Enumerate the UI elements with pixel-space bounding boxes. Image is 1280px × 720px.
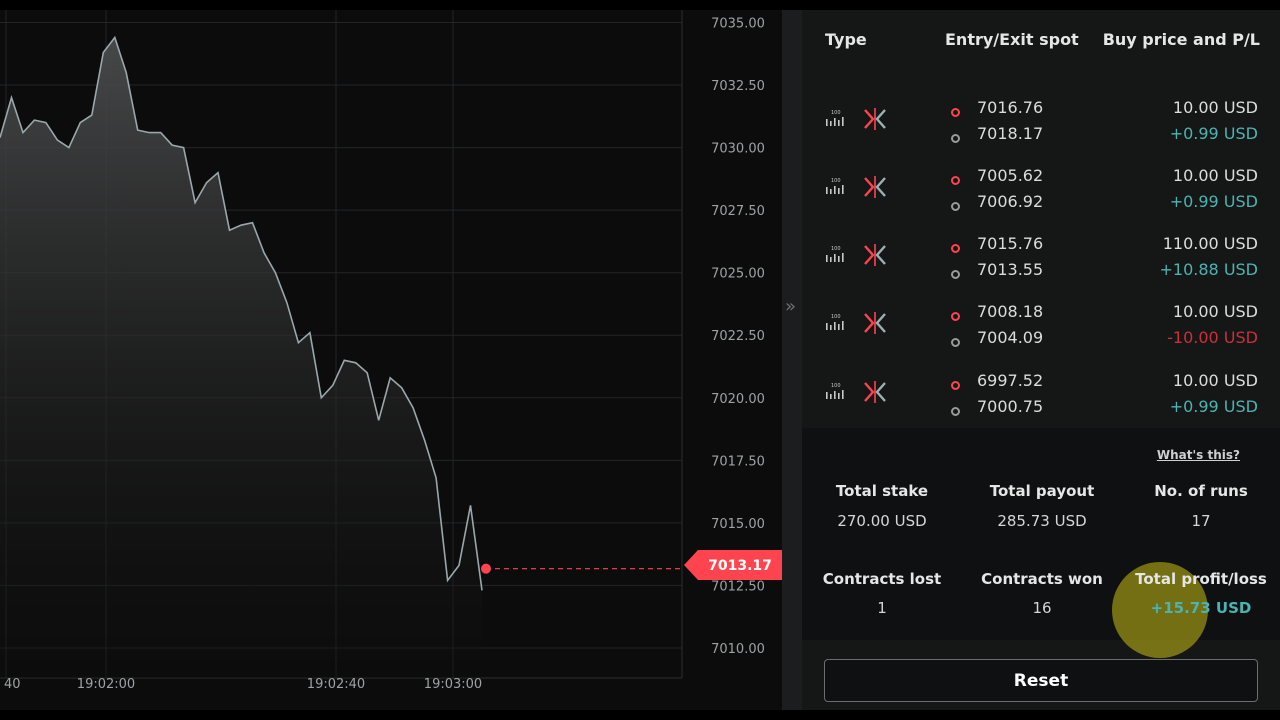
x-tick-label: 19:02:00 bbox=[77, 677, 135, 692]
price-chart[interactable]: 7035.00 7032.50 7030.00 7027.50 7025.00 7022.… bbox=[0, 10, 782, 710]
total-stake-value: 270.00 USD bbox=[837, 512, 927, 530]
multiplier-label: 100 bbox=[831, 178, 841, 184]
current-price-value: 7013.17 bbox=[708, 558, 772, 574]
entry-spot-value: 6997.52 bbox=[977, 371, 1044, 390]
runs-value: 17 bbox=[1191, 512, 1211, 530]
y-tick-label: 7032.50 bbox=[711, 79, 765, 94]
current-price-tag: 7013.17 bbox=[684, 550, 782, 580]
profit-loss-value: +10.88 USD bbox=[1159, 260, 1258, 279]
entry-spot-value: 7016.76 bbox=[977, 98, 1044, 117]
accumulator-icon bbox=[864, 244, 886, 266]
accumulator-icon bbox=[864, 108, 886, 130]
price-chart-area[interactable]: 7035.00 7032.50 7030.00 7027.50 7025.00 7022.… bbox=[0, 10, 782, 710]
header-type: Type bbox=[825, 30, 867, 49]
entry-spot-value: 7005.62 bbox=[977, 166, 1044, 185]
header-buy-pl: Buy price and P/L bbox=[1102, 30, 1260, 49]
total-pl-value: +15.73 USD bbox=[1150, 599, 1252, 617]
y-tick-label: 7010.00 bbox=[711, 642, 765, 657]
total-stake-label: Total stake bbox=[835, 482, 929, 500]
accumulator-icon bbox=[864, 381, 886, 403]
multiplier-type-icon: 100 bbox=[826, 178, 844, 194]
total-payout-label: Total payout bbox=[989, 482, 1095, 500]
profit-loss-value: +0.99 USD bbox=[1169, 124, 1258, 143]
contracts-won-value: 16 bbox=[1032, 599, 1052, 617]
exit-spot-icon bbox=[951, 338, 960, 347]
exit-spot-value: 7018.17 bbox=[977, 124, 1044, 143]
buy-price-value: 10.00 USD bbox=[1172, 98, 1258, 117]
multiplier-label: 100 bbox=[831, 246, 841, 252]
multiplier-type-icon: 100 bbox=[826, 314, 844, 330]
buy-price-value: 10.00 USD bbox=[1172, 302, 1258, 321]
y-tick-label: 7030.00 bbox=[711, 142, 765, 157]
profit-loss-value: +0.99 USD bbox=[1169, 192, 1258, 211]
exit-spot-value: 7006.92 bbox=[977, 192, 1044, 211]
multiplier-type-icon: 100 bbox=[826, 246, 844, 262]
panel-collapse-bar[interactable]: » bbox=[782, 10, 802, 710]
entry-spot-icon bbox=[951, 312, 960, 321]
current-price-marker bbox=[481, 563, 491, 574]
y-tick-label: 7020.00 bbox=[711, 392, 765, 407]
price-line bbox=[0, 35, 483, 591]
y-tick-label: 7017.50 bbox=[711, 454, 765, 469]
exit-spot-icon bbox=[951, 134, 960, 143]
accumulator-icon bbox=[864, 176, 886, 198]
y-axis-ticks: 7035.00 7032.50 7030.00 7027.50 7025.00 7022.… bbox=[711, 17, 765, 657]
reset-button[interactable]: Reset bbox=[824, 659, 1258, 702]
entry-spot-icon bbox=[951, 381, 960, 390]
y-tick-label: 7025.00 bbox=[711, 267, 765, 282]
multiplier-label: 100 bbox=[831, 314, 841, 320]
multiplier-label: 100 bbox=[831, 383, 841, 389]
buy-price-value: 10.00 USD bbox=[1172, 166, 1258, 185]
header-entry-exit: Entry/Exit spot bbox=[945, 30, 1079, 49]
entry-spot-icon bbox=[951, 108, 960, 117]
entry-spot-value: 7015.76 bbox=[977, 234, 1044, 253]
exit-spot-value: 7004.09 bbox=[977, 328, 1044, 347]
y-tick-label: 7022.50 bbox=[711, 329, 765, 344]
x-axis-ticks: 40 19:02:00 19:02:40 19:03:00 bbox=[4, 677, 482, 692]
multiplier-type-icon: 100 bbox=[826, 383, 844, 399]
buy-price-value: 110.00 USD bbox=[1162, 234, 1258, 253]
profit-loss-value: +0.99 USD bbox=[1169, 397, 1258, 416]
exit-spot-icon bbox=[951, 202, 960, 211]
contracts-won-label: Contracts won bbox=[981, 570, 1103, 588]
accumulator-icon bbox=[864, 312, 886, 334]
chevron-double-right-icon[interactable]: » bbox=[785, 296, 797, 317]
entry-spot-icon bbox=[951, 244, 960, 253]
buy-price-value: 10.00 USD bbox=[1172, 371, 1258, 390]
y-tick-label: 7027.50 bbox=[711, 204, 765, 219]
total-pl-label: Total profit/loss bbox=[1135, 570, 1267, 588]
y-tick-label: 7012.50 bbox=[711, 579, 765, 594]
total-payout-value: 285.73 USD bbox=[997, 512, 1087, 530]
cursor-highlight bbox=[1112, 562, 1208, 658]
entry-spot-value: 7008.18 bbox=[977, 302, 1044, 321]
exit-spot-value: 7013.55 bbox=[977, 260, 1044, 279]
profit-loss-value: -10.00 USD bbox=[1167, 328, 1258, 347]
contracts-lost-value: 1 bbox=[877, 599, 887, 617]
contracts-lost-label: Contracts lost bbox=[822, 570, 942, 588]
exit-spot-icon bbox=[951, 407, 960, 416]
x-tick-label: 19:02:40 bbox=[307, 677, 365, 692]
exit-spot-value: 7000.75 bbox=[977, 397, 1044, 416]
y-tick-label: 7015.00 bbox=[711, 517, 765, 532]
y-tick-label: 7035.00 bbox=[711, 17, 765, 32]
price-area bbox=[0, 37, 482, 678]
x-tick-label: 19:03:00 bbox=[424, 677, 482, 692]
whats-this-link[interactable]: What's this? bbox=[1156, 448, 1240, 462]
x-tick-label: 40 bbox=[4, 677, 21, 692]
multiplier-type-icon: 100 bbox=[826, 110, 844, 126]
entry-spot-icon bbox=[951, 176, 960, 185]
exit-spot-icon bbox=[951, 270, 960, 279]
multiplier-label: 100 bbox=[831, 110, 841, 116]
runs-label: No. of runs bbox=[1154, 482, 1248, 500]
